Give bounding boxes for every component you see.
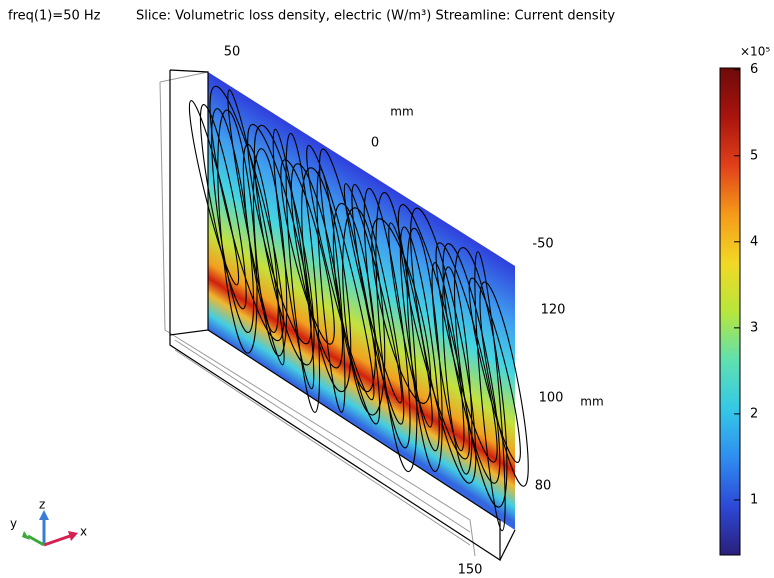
axis-triad: z x y <box>10 498 87 547</box>
frequency-label: freq(1)=50 Hz <box>8 9 101 24</box>
z-tick-label: 100 <box>539 391 564 406</box>
plot-title: Slice: Volumetric loss density, electric… <box>136 9 615 24</box>
streamline <box>280 159 335 345</box>
axis-labels: 50 0 -50 mm 120 100 80 mm 150 <box>224 45 604 578</box>
streamline <box>301 167 352 393</box>
streamline <box>290 163 344 369</box>
streamline <box>188 100 240 286</box>
x-tick-label: -50 <box>532 237 553 252</box>
streamline <box>306 144 375 401</box>
colorbar: ×10⁵ 1 2 3 4 5 6 <box>719 45 770 556</box>
streamline <box>217 109 258 354</box>
streamline <box>406 227 443 472</box>
z-tick-label: 80 <box>535 479 552 494</box>
streamline <box>397 204 470 460</box>
streamline <box>342 207 386 416</box>
colorbar-tick-label: 3 <box>750 320 758 335</box>
colorbar-tick-label: 6 <box>750 62 758 77</box>
streamlines <box>188 85 529 532</box>
streamline <box>209 85 284 342</box>
streamline <box>371 218 432 404</box>
streamline <box>272 128 315 390</box>
colorbar-gradient <box>719 67 741 556</box>
y-tick-label: 150 <box>458 563 483 578</box>
colorbar-tick-label: 5 <box>750 148 758 163</box>
streamline <box>442 243 501 484</box>
colorbar-tick-label: 4 <box>750 234 758 249</box>
wire-frame <box>169 69 516 562</box>
triad-x: x <box>80 525 87 539</box>
z-tick-label: 120 <box>541 303 566 318</box>
x-tick-label: 0 <box>371 136 379 151</box>
slice <box>208 72 515 530</box>
triad-z: z <box>39 498 45 512</box>
colorbar-tick-label: 1 <box>750 492 758 507</box>
streamline <box>332 202 376 393</box>
streamline <box>474 251 506 532</box>
triad-y: y <box>10 517 17 531</box>
colorbar-tick-label: 2 <box>750 406 758 421</box>
streamline <box>453 247 508 508</box>
colorbar-multiplier: ×10⁵ <box>740 45 770 59</box>
streamline <box>431 262 465 452</box>
x-unit: mm <box>390 105 413 119</box>
streamline <box>442 266 473 475</box>
streamline <box>410 207 477 484</box>
z-unit: mm <box>580 395 603 409</box>
streamline <box>399 226 440 452</box>
streamline <box>468 277 521 464</box>
streamline <box>199 104 247 310</box>
streamline <box>319 148 381 425</box>
streamline <box>227 89 285 366</box>
streamline <box>316 168 346 413</box>
streamline <box>375 192 418 473</box>
streamline <box>252 148 288 357</box>
streamline <box>285 132 321 413</box>
streamline <box>363 187 411 449</box>
bounding-box <box>159 71 476 557</box>
x-tick-label: 50 <box>224 45 241 60</box>
streamline <box>479 281 529 487</box>
streamline <box>351 183 405 425</box>
